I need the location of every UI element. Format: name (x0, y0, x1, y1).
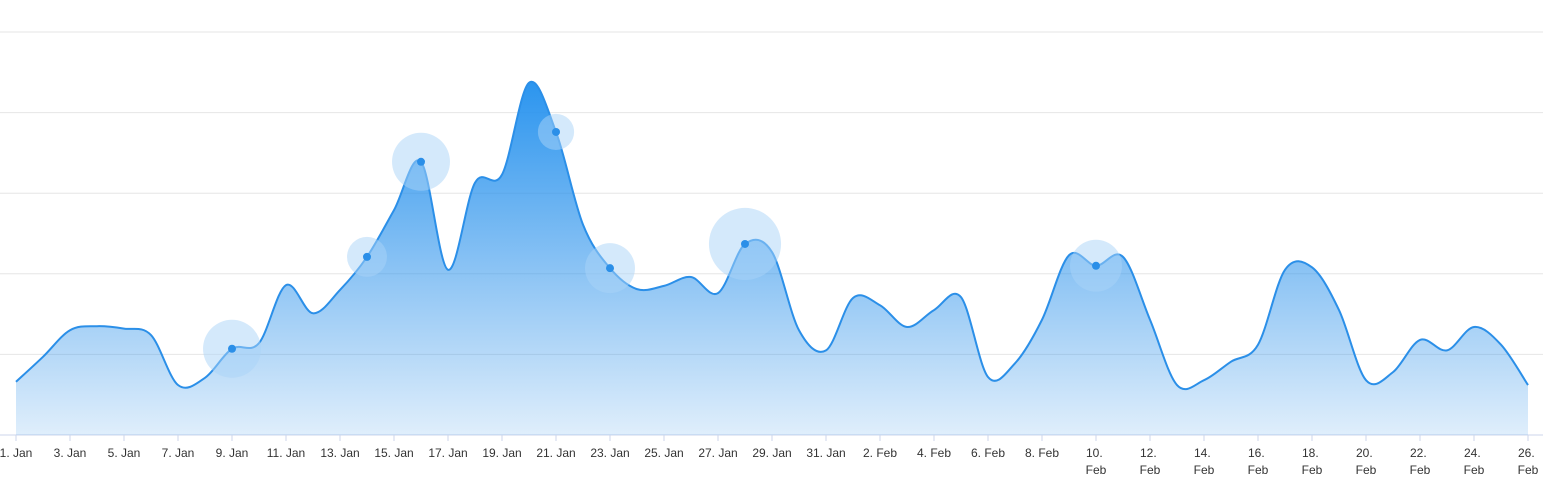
bubble-point (606, 264, 614, 273)
x-tick-label: 19. Jan (482, 446, 521, 460)
x-tick-label-line: Feb (1086, 463, 1107, 477)
x-tick-label: 4. Feb (917, 446, 951, 460)
x-tick-label: 27. Jan (698, 446, 737, 460)
x-tick-label-line: 10. (1086, 446, 1106, 460)
x-tick-label: 12. Feb (1140, 446, 1161, 477)
x-tick-label: 23. Jan (590, 446, 629, 460)
x-tick-label-line: Feb (1464, 463, 1485, 477)
x-tick-label: 29. Jan (752, 446, 791, 460)
x-tick-label-line: Feb (1302, 463, 1323, 477)
x-tick-label: 11. Jan (267, 446, 305, 460)
x-tick-label: 10. Feb (1086, 446, 1107, 477)
x-tick-label-line: 22. (1410, 446, 1430, 460)
x-tick-label: 21. Jan (536, 446, 575, 460)
bubble-point (741, 239, 749, 248)
x-tick-label-line: 12. (1140, 446, 1160, 460)
x-tick-label-line: 16. (1248, 446, 1268, 460)
x-tick-label-line: Feb (1248, 463, 1269, 477)
x-tick-label: 5. Jan (108, 446, 141, 460)
bubble-point (417, 157, 425, 166)
x-tick-label: 25. Jan (644, 446, 683, 460)
x-tick-label: 2. Feb (863, 446, 897, 460)
x-tick-label-line: 24. (1464, 446, 1484, 460)
x-tick-label: 1. Jan (0, 446, 32, 460)
x-tick-label: 17. Jan (428, 446, 467, 460)
x-tick-label: 7. Jan (162, 446, 195, 460)
bubble-point (363, 252, 371, 261)
x-tick-label-line: 14. (1194, 446, 1214, 460)
x-tick-label: 14. Feb (1194, 446, 1215, 477)
x-tick-label-line: Feb (1194, 463, 1215, 477)
bubble-point (1092, 261, 1100, 270)
x-tick-label-line: Feb (1410, 463, 1431, 477)
x-tick-label: 22. Feb (1410, 446, 1431, 477)
x-tick-label: 16. Feb (1248, 446, 1269, 477)
x-tick-label: 15. Jan (374, 446, 413, 460)
x-tick-label: 26. Feb (1518, 446, 1539, 477)
x-tick-label: 6. Feb (971, 446, 1005, 460)
x-tick-label-line: Feb (1356, 463, 1377, 477)
x-tick-label: 3. Jan (54, 446, 87, 460)
bubble-point (552, 127, 560, 136)
x-tick-label: 13. Jan (320, 446, 359, 460)
x-tick-label: 18. Feb (1302, 446, 1323, 477)
bubble-point (228, 344, 236, 353)
x-tick-label-line: 20. (1356, 446, 1376, 460)
x-tick-label-line: 26. (1518, 446, 1538, 460)
x-tick-label: 24. Feb (1464, 446, 1485, 477)
x-tick-label: 9. Jan (216, 446, 249, 460)
x-tick-label-line: Feb (1140, 463, 1161, 477)
x-tick-label-line: 18. (1302, 446, 1322, 460)
x-tick-label: 20. Feb (1356, 446, 1377, 477)
x-tick-label: 31. Jan (806, 446, 845, 460)
x-tick-label: 8. Feb (1025, 446, 1059, 460)
x-tick-label-line: Feb (1518, 463, 1539, 477)
